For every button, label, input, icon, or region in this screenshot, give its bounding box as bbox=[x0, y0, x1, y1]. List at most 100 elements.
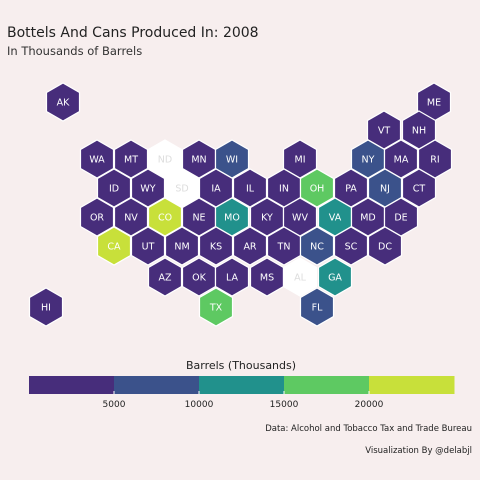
state-hex-sc: SC bbox=[333, 226, 369, 266]
data-source: Data: Alcohol and Tobacco Tax and Trade … bbox=[265, 424, 472, 434]
state-label-nh: NH bbox=[412, 126, 426, 137]
hexagon-dc bbox=[367, 226, 403, 266]
chart-title: Bottels And Cans Produced In: 2008 bbox=[7, 25, 259, 41]
state-hex-id: ID bbox=[96, 168, 132, 208]
hexagon-ks bbox=[198, 226, 234, 266]
legend-swatch bbox=[284, 376, 370, 394]
state-hex-ga: GA bbox=[317, 257, 353, 297]
state-label-ct: CT bbox=[413, 184, 426, 195]
hexagon-mt bbox=[113, 139, 149, 179]
state-label-de: DE bbox=[394, 213, 407, 224]
state-hex-sd: SD bbox=[164, 168, 200, 208]
color-legend: 5000 10000 15000 20000 bbox=[29, 376, 455, 410]
state-label-la: LA bbox=[226, 273, 239, 284]
state-label-or: OR bbox=[90, 213, 104, 224]
state-label-ri: RI bbox=[430, 155, 439, 166]
hexagon-ct bbox=[401, 168, 437, 208]
hexagon-nm bbox=[164, 226, 200, 266]
state-label-nj: NJ bbox=[380, 184, 390, 195]
hexagon-fl bbox=[299, 287, 335, 327]
state-label-ga: GA bbox=[328, 273, 342, 284]
state-label-ny: NY bbox=[362, 155, 375, 166]
state-label-ma: MA bbox=[394, 155, 409, 166]
visualization-credit: Visualization By @delabjl bbox=[365, 446, 472, 456]
state-label-ne: NE bbox=[192, 213, 205, 224]
state-hex-nm: NM bbox=[164, 226, 200, 266]
hexagon-wy bbox=[130, 168, 166, 208]
state-hexagons: AK ME VT NH WA MT ND MN WI MI NY MA RI ID WY SD IA IL IN OH… bbox=[28, 82, 453, 327]
state-hex-co: CO bbox=[147, 197, 183, 237]
state-hex-wa: WA bbox=[79, 139, 115, 179]
state-hex-fl: FL bbox=[299, 287, 335, 327]
hexagon-tx bbox=[198, 287, 234, 327]
state-hex-ak: AK bbox=[45, 82, 81, 122]
state-hex-wy: WY bbox=[130, 168, 166, 208]
hexagon-sc bbox=[333, 226, 369, 266]
state-label-va: VA bbox=[329, 213, 342, 224]
hexagon-ut bbox=[130, 226, 166, 266]
state-hex-az: AZ bbox=[147, 257, 183, 297]
state-label-tx: TX bbox=[209, 303, 223, 314]
hexagon-al bbox=[282, 257, 318, 297]
hexagon-id bbox=[96, 168, 132, 208]
state-label-wa: WA bbox=[89, 155, 105, 166]
state-label-ca: CA bbox=[107, 242, 121, 253]
state-label-co: CO bbox=[158, 213, 172, 224]
state-label-ks: KS bbox=[210, 242, 222, 253]
hexagon-sd bbox=[164, 168, 200, 208]
state-label-nm: NM bbox=[174, 242, 189, 253]
state-label-wv: WV bbox=[292, 213, 308, 224]
state-label-fl: FL bbox=[312, 303, 323, 314]
state-hex-ct: CT bbox=[401, 168, 437, 208]
state-hex-la: LA bbox=[214, 257, 250, 297]
hexagon-nd bbox=[147, 139, 183, 179]
hexagon-nv bbox=[113, 197, 149, 237]
state-label-sc: SC bbox=[345, 242, 358, 253]
hexagon-co bbox=[147, 197, 183, 237]
hexagon-ca bbox=[96, 226, 132, 266]
state-label-me: ME bbox=[427, 98, 441, 109]
state-label-wy: WY bbox=[140, 184, 155, 195]
hexagon-il bbox=[232, 168, 268, 208]
state-hex-nc: NC bbox=[299, 226, 335, 266]
legend-swatch bbox=[369, 376, 455, 394]
state-label-az: AZ bbox=[158, 273, 171, 284]
state-label-id: ID bbox=[109, 184, 119, 195]
state-label-nv: NV bbox=[124, 213, 138, 224]
state-hex-tx: TX bbox=[198, 287, 234, 327]
legend-swatch bbox=[199, 376, 285, 394]
legend-tick-label: 20000 bbox=[355, 400, 384, 410]
state-label-ut: UT bbox=[142, 242, 155, 253]
legend-swatch bbox=[29, 376, 115, 394]
state-label-hi: HI bbox=[41, 303, 51, 314]
state-label-ms: MS bbox=[260, 273, 274, 284]
state-label-dc: DC bbox=[378, 242, 392, 253]
state-hex-oh: OH bbox=[299, 168, 335, 208]
state-label-al: AL bbox=[294, 273, 306, 284]
state-label-tn: TN bbox=[277, 242, 291, 253]
state-label-ak: AK bbox=[57, 98, 70, 109]
state-hex-ok: OK bbox=[181, 257, 217, 297]
state-label-vt: VT bbox=[378, 126, 390, 137]
hexagon-oh bbox=[299, 168, 335, 208]
state-label-ky: KY bbox=[261, 213, 273, 224]
state-hex-dc: DC bbox=[367, 226, 403, 266]
state-label-nc: NC bbox=[310, 242, 324, 253]
state-hex-ks: KS bbox=[198, 226, 234, 266]
hexagon-la bbox=[214, 257, 250, 297]
hexagon-hi bbox=[28, 287, 64, 327]
legend-title: Barrels (Thousands) bbox=[186, 359, 296, 372]
state-hex-hi: HI bbox=[28, 287, 64, 327]
hexagon-ak bbox=[45, 82, 81, 122]
hexagon-nc bbox=[299, 226, 335, 266]
state-label-ar: AR bbox=[243, 242, 256, 253]
state-label-in: IN bbox=[279, 184, 289, 195]
state-hex-nd: ND bbox=[147, 139, 183, 179]
state-label-mn: MN bbox=[191, 155, 206, 166]
state-hex-ms: MS bbox=[249, 257, 285, 297]
state-label-md: MD bbox=[360, 213, 376, 224]
state-hex-ar: AR bbox=[232, 226, 268, 266]
state-label-nd: ND bbox=[158, 155, 172, 166]
state-hex-il: IL bbox=[232, 168, 268, 208]
